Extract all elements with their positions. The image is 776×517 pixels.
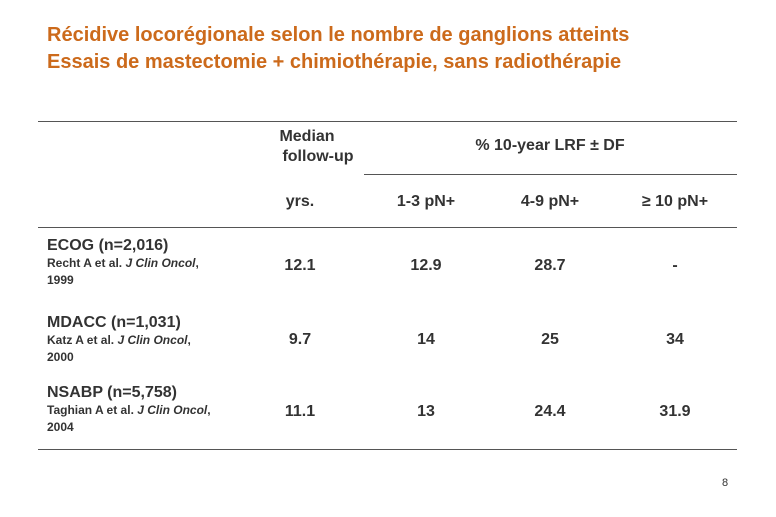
study-reference: Taghian A et al. J Clin Oncol, 2004 <box>47 402 217 436</box>
table-row: MDACC (n=1,031) Katz A et al. J Clin Onc… <box>47 313 217 366</box>
value-10-plus: 34 <box>666 331 684 348</box>
slide-title-line-1: Récidive locorégionale selon le nombre d… <box>47 24 630 46</box>
study-name: ECOG (n=2,016) <box>47 237 169 254</box>
page-number: 8 <box>722 477 729 489</box>
column-header-1-3: 1-3 pN+ <box>396 193 456 210</box>
median-header-line-1: Median <box>279 128 335 145</box>
median-followup-header: Median follow-up <box>250 127 370 167</box>
median-value: 11.1 <box>284 403 316 420</box>
ref-year: , 1999 <box>47 256 199 287</box>
table-bottom-rule <box>38 449 737 450</box>
value-10-plus: 31.9 <box>659 403 691 420</box>
median-value: 9.7 <box>288 331 312 348</box>
value-1-3: 12.9 <box>410 257 442 274</box>
table-row: NSABP (n=5,758) Taghian A et al. J Clin … <box>47 383 217 436</box>
value-4-9: 24.4 <box>534 403 566 420</box>
ref-journal: J Clin Oncol <box>125 256 196 270</box>
study-reference: Katz A et al. J Clin Oncol, 2000 <box>47 332 217 366</box>
table-top-rule <box>38 121 737 122</box>
median-value: 12.1 <box>284 257 316 274</box>
ref-journal: J Clin Oncol <box>117 333 188 347</box>
value-4-9: 28.7 <box>534 257 566 274</box>
ref-author: Taghian A et al. <box>47 403 138 417</box>
table-row: ECOG (n=2,016) Recht A et al. J Clin Onc… <box>47 236 217 289</box>
header-bottom-rule <box>38 227 737 228</box>
ref-author: Recht A et al. <box>47 256 126 270</box>
units-header: yrs. <box>285 193 315 210</box>
ref-year: , 2000 <box>47 333 191 364</box>
group-header-rule <box>364 174 737 175</box>
ref-year: , 2004 <box>47 403 211 434</box>
value-1-3: 14 <box>417 331 435 348</box>
lrf-group-header: % 10-year LRF ± DF <box>475 137 625 154</box>
slide-title-line-2: Essais de mastectomie + chimiothérapie, … <box>47 51 622 73</box>
column-header-10-plus: ≥ 10 pN+ <box>641 193 709 210</box>
study-reference: Recht A et al. J Clin Oncol, 1999 <box>47 255 217 289</box>
value-4-9: 25 <box>541 331 559 348</box>
ref-journal: J Clin Oncol <box>137 403 208 417</box>
study-name: MDACC (n=1,031) <box>47 314 181 331</box>
median-header-line-2: follow-up <box>282 148 354 165</box>
value-1-3: 13 <box>417 403 435 420</box>
ref-author: Katz A et al. <box>47 333 118 347</box>
study-name: NSABP (n=5,758) <box>47 384 177 401</box>
slide-title: Récidive locorégionale selon le nombre d… <box>47 22 629 76</box>
value-10-plus: - <box>672 257 678 274</box>
column-header-4-9: 4-9 pN+ <box>520 193 580 210</box>
